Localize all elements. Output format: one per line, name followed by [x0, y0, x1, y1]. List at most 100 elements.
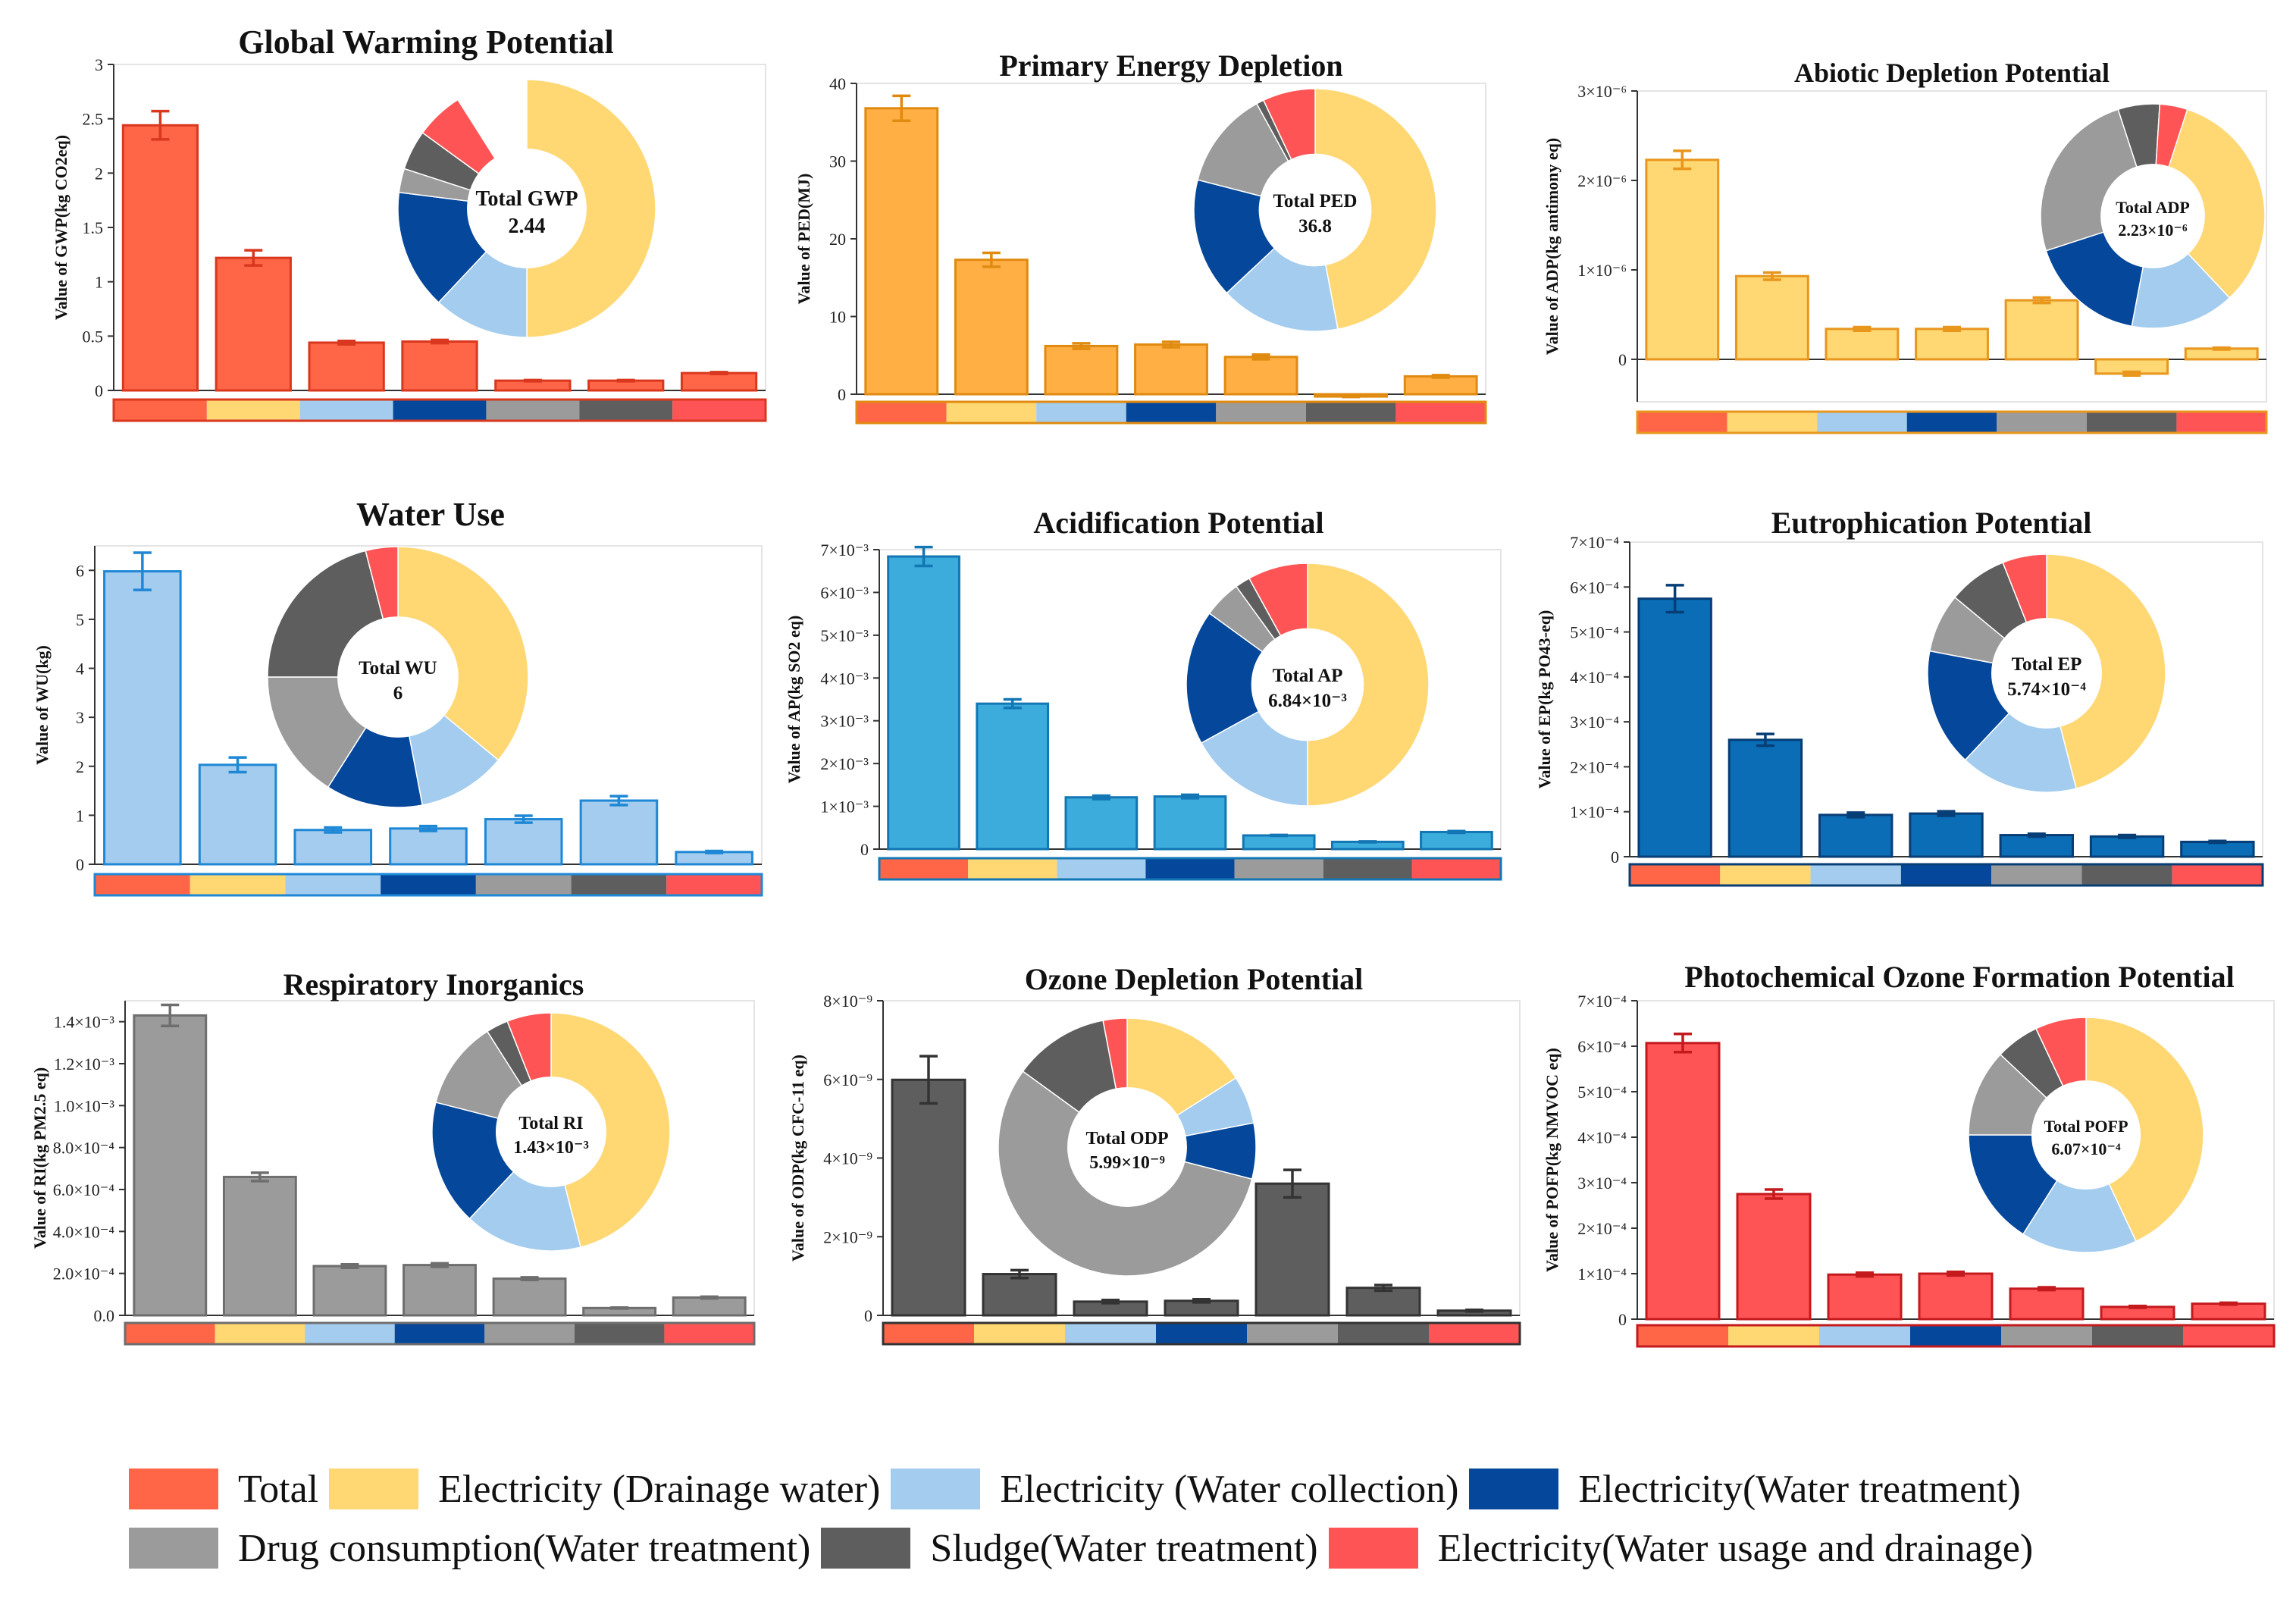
- donut-chart: Total AP 6.84×10⁻³: [1186, 563, 1430, 807]
- chart-pofp: Photochemical Ozone Formation Potential 0…: [1543, 960, 2276, 1348]
- category-swatch: [1247, 1323, 1338, 1344]
- y-tick-label: 0: [76, 855, 84, 874]
- chart-ped: Primary Energy Depletion 0 10 20 30 40 Value o…: [794, 49, 1487, 425]
- category-swatch: [1323, 858, 1412, 879]
- bar: [1727, 738, 1803, 858]
- y-tick-label: 1.2×10⁻³: [54, 1055, 115, 1074]
- legend-item-elec_treatment: Electricity(Water treatment): [1469, 1467, 2021, 1512]
- y-tick-label: 3×10⁻³: [820, 712, 869, 731]
- category-strip: [112, 398, 767, 422]
- y-tick-label: 0: [1618, 1310, 1627, 1329]
- y-tick-label: 30: [829, 152, 846, 171]
- y-tick-label: 5×10⁻³: [820, 626, 869, 645]
- category-swatch: [475, 874, 572, 895]
- y-tick-label: 3×10⁻⁶: [1577, 82, 1627, 101]
- bar: [1999, 834, 2075, 858]
- category-swatch: [672, 400, 766, 421]
- category-swatch: [2086, 412, 2177, 433]
- bar: [1403, 375, 1478, 396]
- donut-slice: [1262, 88, 1316, 161]
- category-swatch: [1429, 1323, 1520, 1344]
- y-tick-label: 4×10⁻⁹: [823, 1149, 872, 1168]
- y-tick-label: 2×10⁻³: [820, 754, 869, 773]
- legend: Total Electricity (Drainage water) Electri…: [129, 1459, 2274, 1588]
- donut-value: 36.8: [1298, 216, 1332, 237]
- bar: [389, 827, 468, 866]
- donut-value: 2.44: [509, 215, 546, 238]
- y-axis-label: Value of ADP(kg antimony eq): [1543, 138, 1561, 355]
- bar: [1736, 1193, 1812, 1321]
- category-strip: [1628, 863, 2264, 887]
- bar: [215, 256, 292, 392]
- legend-label: Total: [238, 1467, 319, 1511]
- category-strip: [1636, 1324, 2276, 1348]
- category-swatch: [1637, 412, 1727, 433]
- legend-swatch: [129, 1469, 218, 1509]
- bar: [1153, 795, 1227, 851]
- bar: [492, 1277, 567, 1317]
- y-tick-label: 4×10⁻⁴: [1577, 1128, 1627, 1147]
- bar: [312, 1265, 387, 1317]
- y-tick-label: 6×10⁻³: [820, 583, 869, 602]
- legend-row: Total Electricity (Drainage water) Electri…: [129, 1459, 2274, 1519]
- category-swatch: [857, 402, 947, 423]
- chart-title: Primary Energy Depletion: [999, 49, 1342, 83]
- donut-label: Total EP: [2012, 654, 2082, 675]
- y-axis-label: Value of POFP(kg NMVOC eq): [1543, 1048, 1561, 1272]
- bar: [1825, 328, 1900, 361]
- category-swatch: [1126, 402, 1217, 423]
- bar: [1064, 796, 1139, 851]
- y-tick-label: 7×10⁻³: [820, 541, 869, 560]
- category-swatch: [1997, 412, 2087, 433]
- chart-title: Ozone Depletion Potential: [1025, 962, 1364, 996]
- y-tick-label: 6×10⁻⁹: [823, 1070, 872, 1089]
- y-tick-label: 6: [76, 561, 84, 580]
- category-swatch: [968, 858, 1057, 879]
- bar: [579, 799, 659, 866]
- legend-swatch: [329, 1469, 419, 1509]
- donut-value: 6.84×10⁻³: [1268, 691, 1347, 711]
- bar: [401, 340, 478, 392]
- category-swatch: [1395, 402, 1486, 423]
- y-axis-label: Value of WU(kg): [33, 645, 52, 765]
- bar: [1254, 1182, 1330, 1317]
- donut-chart: Total EP 5.74×10⁻⁴: [1927, 553, 2166, 793]
- donut-value: 2.23×10⁻⁶: [2118, 221, 2188, 240]
- category-swatch: [484, 1323, 575, 1344]
- bar: [1420, 830, 1493, 851]
- bar: [2191, 1302, 2266, 1321]
- bar: [403, 1264, 477, 1317]
- y-axis-label: Value of AP(kg SO2 eq): [785, 616, 803, 784]
- y-tick-label: 1.0×10⁻³: [54, 1096, 115, 1115]
- y-tick-label: 0: [95, 381, 103, 400]
- category-swatch: [1216, 402, 1306, 423]
- y-axis-label: Value of RI(kg PM2.5 eq): [30, 1067, 49, 1249]
- category-swatch: [2176, 412, 2266, 433]
- legend-swatch: [1469, 1469, 1559, 1509]
- donut-value: 1.43×10⁻³: [513, 1138, 589, 1158]
- y-tick-label: 5: [76, 610, 84, 629]
- y-tick-label: 4: [76, 660, 84, 679]
- legend-item-elec_drainage: Electricity (Drainage water): [329, 1467, 880, 1512]
- y-tick-label: 3×10⁻⁴: [1570, 713, 1619, 732]
- category-strip: [93, 873, 763, 897]
- category-swatch: [125, 1323, 215, 1344]
- y-axis-label: Value of ODP(kg CFC-11 eq): [788, 1055, 807, 1262]
- donut-chart: Total WU 6: [267, 546, 529, 808]
- legend-row: Drug consumption(Water treatment) Sludge(…: [129, 1519, 2274, 1578]
- y-tick-label: 1: [76, 806, 84, 825]
- category-swatch: [299, 400, 393, 421]
- y-tick-label: 2×10⁻⁴: [1577, 1219, 1627, 1238]
- chart-title: Eutrophication Potential: [1771, 506, 2092, 540]
- chart-odp: Ozone Depletion Potential 0 2×10⁻⁹ 4×10⁻⁹ 6×…: [788, 962, 1521, 1346]
- y-tick-label: 0.0: [94, 1306, 115, 1325]
- legend-swatch: [129, 1528, 218, 1569]
- category-swatch: [486, 400, 580, 421]
- y-tick-label: 0: [838, 385, 846, 404]
- category-swatch: [206, 400, 300, 421]
- bar: [121, 124, 199, 392]
- bar: [976, 702, 1050, 851]
- category-swatch: [2172, 864, 2263, 885]
- category-strip: [882, 1321, 1521, 1346]
